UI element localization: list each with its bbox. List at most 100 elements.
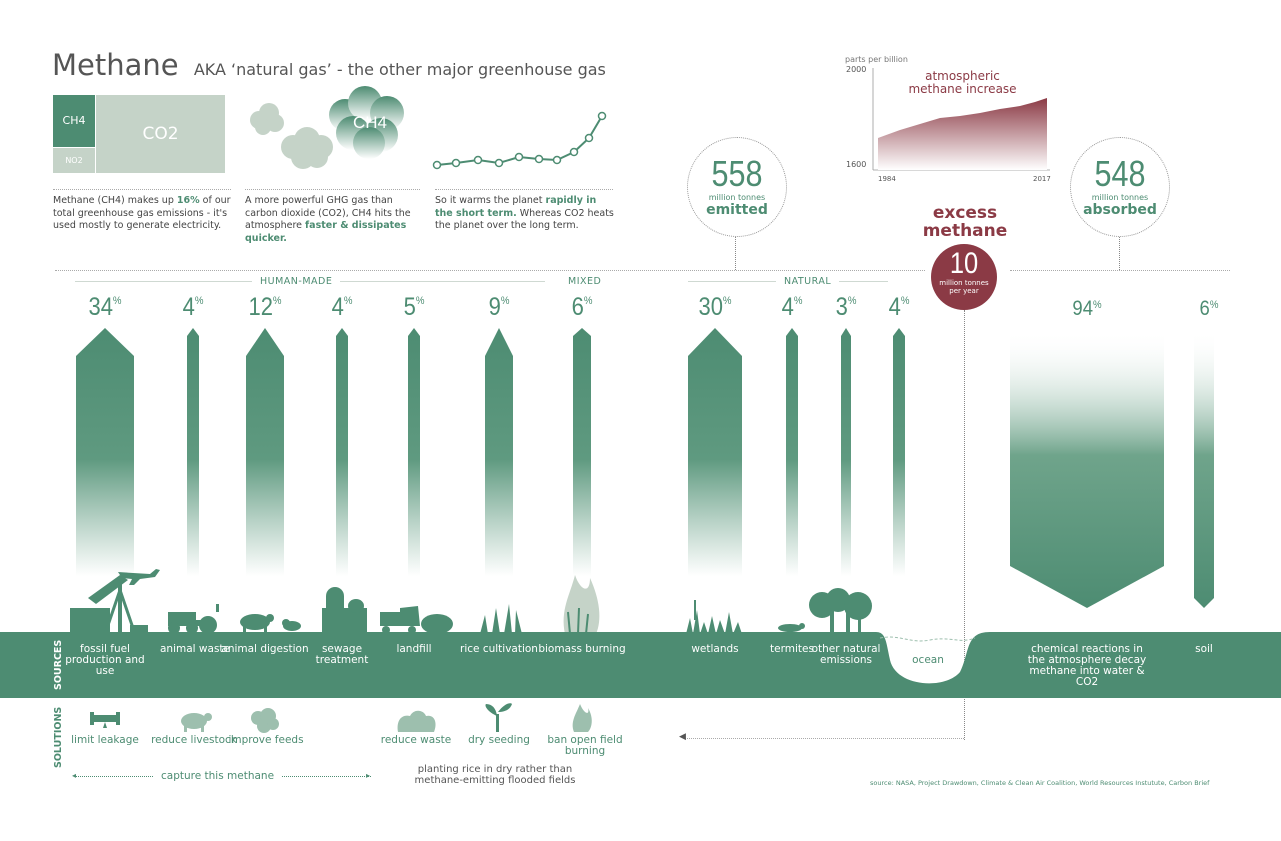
connector: [735, 230, 736, 270]
source-arrow: [841, 328, 851, 620]
source-arrow: [408, 328, 420, 620]
treemap-ch4-label: CH4: [62, 114, 86, 127]
arrow-right-icon: ▸: [366, 771, 371, 780]
rice-plant-icon: [480, 604, 522, 634]
ghg-treemap: CH4 NO2 CO2: [53, 95, 225, 173]
seedling-icon: [485, 703, 512, 732]
sink-percent: 94%: [1072, 297, 1102, 320]
treemap-no2: NO2: [53, 148, 95, 173]
absorbed-value: 548: [1094, 153, 1146, 194]
treemap-co2-label: CO2: [142, 124, 179, 144]
source-label: wetlands: [691, 643, 739, 655]
pipe-icon: [90, 712, 120, 728]
warming-sparkline: [432, 111, 607, 170]
medium-cloud-icon: [281, 127, 333, 169]
cloud-ch4-label: CH4: [353, 113, 387, 132]
source-label: other natural emissions: [811, 643, 881, 666]
sink-label: soil: [1195, 643, 1213, 655]
source-percent: 4%: [888, 293, 910, 321]
solution-label: reduce livestock: [151, 734, 237, 746]
mini-chart-ybottom: 1600: [846, 160, 867, 169]
source-percent: 4%: [331, 293, 353, 321]
intro-text-power: A more powerful GHG gas than carbon diox…: [245, 195, 411, 244]
cow-icon: [181, 713, 212, 732]
source-arrow: [573, 328, 591, 620]
source-label: animal digestion: [221, 643, 309, 655]
source-arrow: [688, 328, 742, 620]
excess-unit: million tonnes per year: [939, 279, 989, 295]
waste-icon: [397, 710, 436, 732]
methane-clouds-illustration: CH4: [250, 86, 404, 169]
source-label: fossil fuel production and use: [65, 643, 145, 677]
landfill-truck-icon: [380, 606, 453, 634]
source-percent: 12%: [248, 293, 282, 321]
rice-note: planting rice in dry rather than methane…: [414, 764, 576, 786]
mini-chart-xend: 2017: [1033, 175, 1051, 183]
methane-increase-chart: [872, 68, 1050, 171]
large-cloud-icon: [329, 86, 404, 159]
feed-icon: [251, 708, 279, 733]
source-percent: 9%: [488, 293, 510, 321]
mini-chart-unit: parts per billion: [845, 55, 908, 64]
treemap-co2: CO2: [96, 95, 225, 173]
category-mixed: MIXED: [560, 276, 610, 287]
title-subtitle: AKA ‘natural gas’ - the other major gree…: [193, 60, 606, 79]
connector: [1119, 232, 1120, 270]
source-label: rice cultivation: [460, 643, 538, 655]
cow-icon: [240, 614, 301, 634]
arrow-left-icon: ◀: [679, 732, 686, 742]
excess-circle: 10 million tonnes per year: [931, 244, 997, 310]
source-label: sewage treatment: [315, 643, 369, 666]
divider: [53, 189, 231, 190]
mini-chart-xstart: 1984: [878, 175, 896, 183]
solution-label: dry seeding: [468, 734, 530, 746]
emitted-circle: 558 million tonnes emitted: [687, 137, 787, 237]
category-human-made: HUMAN-MADE: [252, 276, 341, 287]
absorbed-label: absorbed: [1083, 202, 1157, 218]
oil-pump-icon: [70, 575, 148, 636]
source-arrow: [187, 328, 199, 620]
axis-line-right: [1010, 270, 1230, 271]
termite-icon: [778, 623, 805, 632]
sink-arrow: [1010, 330, 1164, 608]
wetlands-grass-icon: [686, 600, 742, 634]
source-percent: 4%: [182, 293, 204, 321]
intro-text-share: Methane (CH4) makes up 16% of our total …: [53, 195, 231, 231]
airplane-icon: [118, 569, 160, 585]
source-note: source: NASA, Project Drawdown, Climate …: [870, 779, 1210, 787]
emitted-value: 558: [711, 153, 763, 194]
trees-icon: [809, 588, 872, 634]
mini-chart-ytop: 2000: [846, 65, 867, 74]
mini-chart-title: atmospheric methane increase: [908, 69, 1017, 96]
source-percent: 6%: [571, 293, 593, 321]
source-arrow: [336, 328, 348, 620]
source-label: biomass burning: [538, 643, 626, 655]
emitted-label: emitted: [706, 202, 768, 218]
absorbed-circle: 548 million tonnes absorbed: [1070, 137, 1170, 237]
source-percent: 4%: [781, 293, 803, 321]
arrow-left-icon: ◂: [72, 771, 77, 780]
treemap-no2-label: NO2: [65, 156, 83, 165]
sewage-tank-icon: [322, 587, 367, 634]
source-arrow: [246, 328, 284, 620]
source-label: landfill: [396, 643, 432, 655]
excess-connector: [964, 310, 965, 740]
solution-label: limit leakage: [71, 734, 139, 746]
category-natural: NATURAL: [776, 276, 840, 287]
source-label: termites: [770, 643, 814, 655]
source-percent: 5%: [403, 293, 425, 321]
solution-label: improve feeds: [228, 734, 304, 746]
source-arrow: [76, 328, 134, 620]
sink-arrow: [1194, 330, 1214, 608]
fire-icon: [572, 704, 592, 732]
divider: [435, 189, 613, 190]
tractor-icon: [168, 604, 219, 634]
source-percent: 34%: [88, 293, 122, 321]
source-label: animal waste: [160, 643, 230, 655]
absorbed-unit: million tonnes: [1091, 193, 1149, 202]
source-arrow: [786, 328, 798, 620]
divider: [245, 189, 420, 190]
page-title: Methane AKA ‘natural gas’ - the other ma…: [52, 48, 606, 82]
